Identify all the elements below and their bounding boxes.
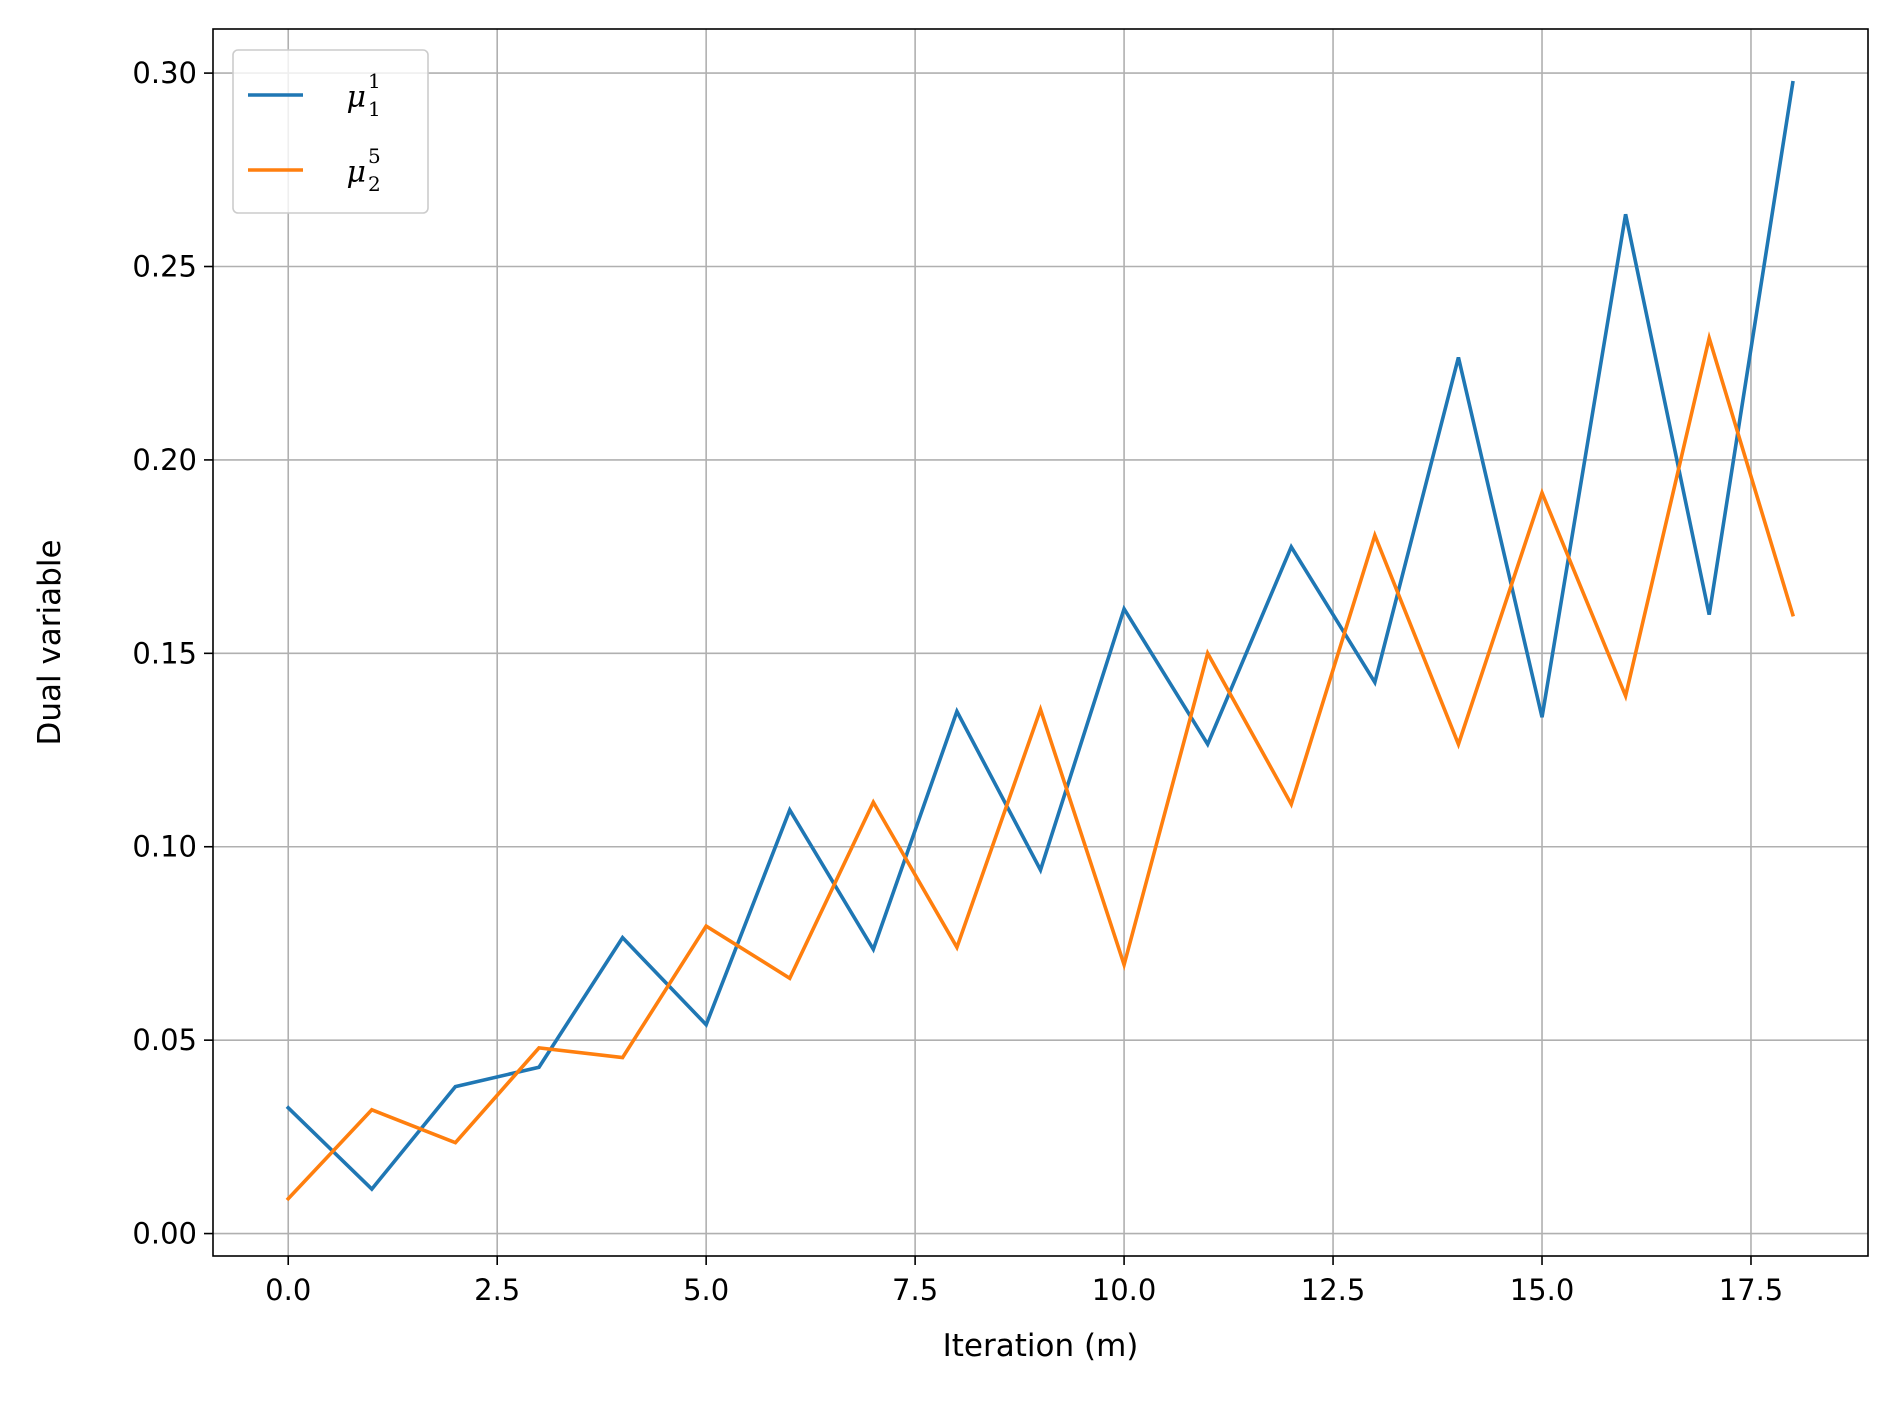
plot-frame: [212, 28, 1869, 1257]
legend-superscript-1: 1: [368, 69, 381, 93]
y-tick-label: 0.25: [132, 250, 197, 284]
x-tick-label: 0.0: [265, 1273, 311, 1307]
x-tick-label: 10.0: [1092, 1273, 1157, 1307]
axis-ticks: 0.0 2.5 5.0 7.5 10.0 12.5 15.0 17.5 0.00 0.05 0.10…: [132, 56, 1783, 1307]
legend-superscript-2: 5: [368, 144, 381, 168]
y-tick-label: 0.00: [132, 1217, 197, 1251]
legend-label-1: μ: [347, 80, 367, 115]
legend-subscript-1: 1: [368, 97, 381, 121]
x-axis-label: Iteration (m): [943, 1328, 1139, 1364]
series-line-2: [285, 331, 1796, 1202]
series-layer: [285, 80, 1796, 1202]
y-tick-label: 0.05: [132, 1023, 197, 1057]
legend-subscript-2: 2: [368, 172, 381, 196]
legend-label-2: μ: [347, 155, 367, 190]
series-line-1: [285, 80, 1795, 1192]
legend: μ 11μ 52: [232, 49, 429, 214]
x-tick-label: 12.5: [1301, 1273, 1366, 1307]
y-tick-label: 0.30: [132, 56, 197, 90]
x-tick-label: 17.5: [1719, 1273, 1784, 1307]
y-tick-label: 0.10: [132, 830, 197, 864]
y-tick-label: 0.20: [132, 443, 197, 477]
x-tick-label: 2.5: [474, 1273, 520, 1307]
x-tick-label: 15.0: [1510, 1273, 1575, 1307]
x-tick-label: 7.5: [892, 1273, 938, 1307]
x-tick-label: 5.0: [683, 1273, 729, 1307]
y-axis-label: Dual variable: [32, 539, 68, 745]
legend-box: [232, 49, 429, 214]
grid-lines: [213, 29, 1868, 1256]
y-tick-label: 0.15: [132, 636, 197, 670]
